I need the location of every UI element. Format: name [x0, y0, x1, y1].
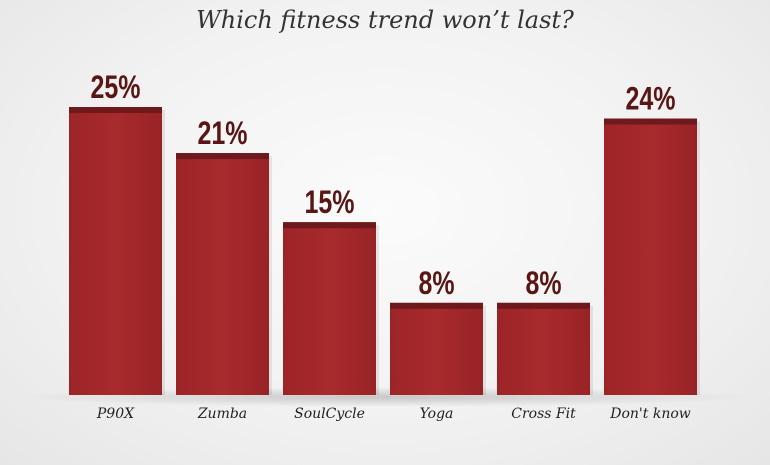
- category-label-don-t-know: Don't know: [609, 406, 691, 422]
- value-labels-group: 25% 21% 15% 8% 8% 24%: [91, 69, 676, 301]
- category-labels-group: P90X Zumba SoulCycle Yoga Cross Fit Don't kno…: [96, 406, 691, 422]
- bar-zumba: [176, 153, 269, 395]
- category-label-p90x: P90X: [96, 406, 135, 422]
- bar-cap-cross-fit: [497, 302, 590, 309]
- bar-don-t-know: [604, 118, 697, 396]
- bar-cap-soulcycle: [283, 222, 376, 229]
- value-label-p90x: 25%: [91, 69, 141, 105]
- bar-cap-p90x: [69, 107, 162, 113]
- value-label-soulcycle: 15%: [305, 184, 355, 220]
- bars-group: [69, 107, 700, 396]
- category-label-yoga: Yoga: [420, 406, 454, 422]
- category-label-zumba: Zumba: [197, 406, 247, 422]
- bar-cross-fit: [497, 302, 590, 395]
- bar-yoga: [390, 302, 483, 395]
- value-label-zumba: 21%: [198, 115, 248, 151]
- value-label-cross-fit: 8%: [526, 265, 562, 301]
- bar-cap-zumba: [176, 153, 269, 160]
- value-label-yoga: 8%: [419, 265, 455, 301]
- bar-cap-don-t-know: [604, 118, 697, 125]
- chart-title: Which fitness trend won’t last?: [196, 6, 574, 34]
- category-label-cross-fit: Cross Fit: [511, 406, 576, 422]
- value-label-don-t-know: 24%: [626, 81, 676, 117]
- category-label-soulcycle: SoulCycle: [294, 406, 365, 422]
- bar-p90x: [69, 107, 162, 395]
- bar-cap-yoga: [390, 302, 483, 309]
- bar-soulcycle: [283, 222, 376, 395]
